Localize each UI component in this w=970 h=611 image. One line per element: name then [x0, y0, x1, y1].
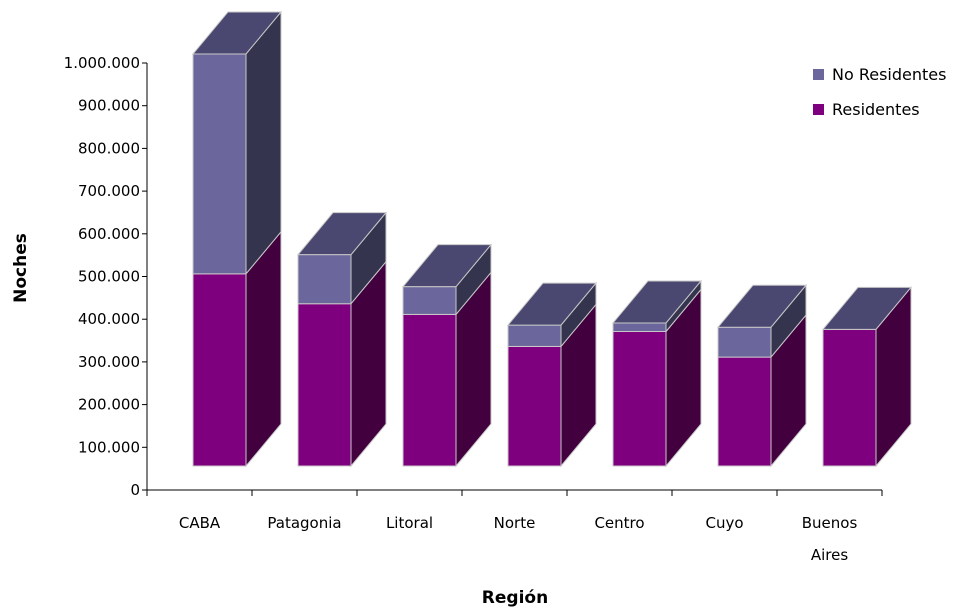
bar-residentes: [402, 313, 457, 467]
legend-label: Residentes: [832, 100, 920, 119]
bar-top: [506, 282, 598, 326]
bar-residentes: [612, 330, 667, 467]
y-tick-label: 600.000: [78, 225, 140, 243]
bar-no-residentes: [717, 326, 772, 358]
y-tick-label: 0: [130, 481, 140, 499]
y-tick-label: 700.000: [78, 182, 140, 200]
x-tick-label: Patagonia: [267, 514, 341, 532]
bar-no-residentes: [297, 254, 352, 305]
y-tick-label: 100.000: [78, 438, 140, 456]
bar-residentes: [822, 328, 877, 467]
legend-label: No Residentes: [832, 65, 946, 84]
y-axis-title: Noches: [11, 233, 31, 303]
x-axis-title: Región: [482, 588, 548, 608]
y-tick-label: 300.000: [78, 353, 140, 371]
bar-top: [401, 244, 493, 288]
y-tick-label: 1.000.000: [64, 54, 140, 72]
x-tick-label: Buenos Aires: [802, 514, 858, 564]
chart-axes: [142, 62, 883, 496]
bar-group-patagonia: [296, 211, 388, 468]
y-tick-label: 900.000: [78, 97, 140, 115]
chart-labels: 0 100.000 200.000 300.000 400.000 500.000 600.…: [64, 54, 858, 564]
bar-residentes: [507, 345, 562, 467]
y-tick-label: 500.000: [78, 268, 140, 286]
chart-legend: No Residentes Residentes: [813, 65, 946, 119]
bar-residentes: [717, 356, 772, 467]
bar-no-residentes: [507, 324, 562, 347]
legend-swatch: [813, 69, 824, 80]
x-tick-label: Centro: [594, 514, 644, 532]
bar-group-centro: [611, 279, 703, 468]
bar-group-caba: [191, 10, 283, 468]
bar-top: [191, 11, 283, 55]
bar-residentes: [192, 273, 247, 467]
legend-swatch: [813, 104, 824, 115]
bar-group-cuyo: [716, 283, 808, 468]
bar-no-residentes: [402, 286, 457, 315]
bar-top: [716, 284, 808, 328]
x-tick-label: CABA: [179, 514, 221, 532]
bar-group-norte: [506, 281, 598, 468]
x-tick-label: Cuyo: [705, 514, 743, 532]
bar-side-no-residentes: [245, 10, 282, 276]
legend-item: No Residentes: [813, 65, 946, 84]
bar-group-litoral: [401, 243, 493, 468]
x-tick-label: Norte: [494, 514, 536, 532]
chart-bars: [191, 10, 913, 468]
bar-residentes: [297, 303, 352, 467]
x-tick-label: Litoral: [386, 514, 433, 532]
legend-item: Residentes: [813, 100, 920, 119]
bar-top: [611, 280, 703, 324]
y-tick-label: 400.000: [78, 310, 140, 328]
bar-no-residentes: [192, 53, 247, 275]
y-tick-label: 200.000: [78, 396, 140, 414]
y-tick-label: 800.000: [78, 139, 140, 157]
bar-top: [821, 286, 913, 330]
bar-group-buenos-aires: [821, 285, 913, 468]
bar-no-residentes: [612, 322, 667, 332]
bar-top: [296, 212, 388, 256]
